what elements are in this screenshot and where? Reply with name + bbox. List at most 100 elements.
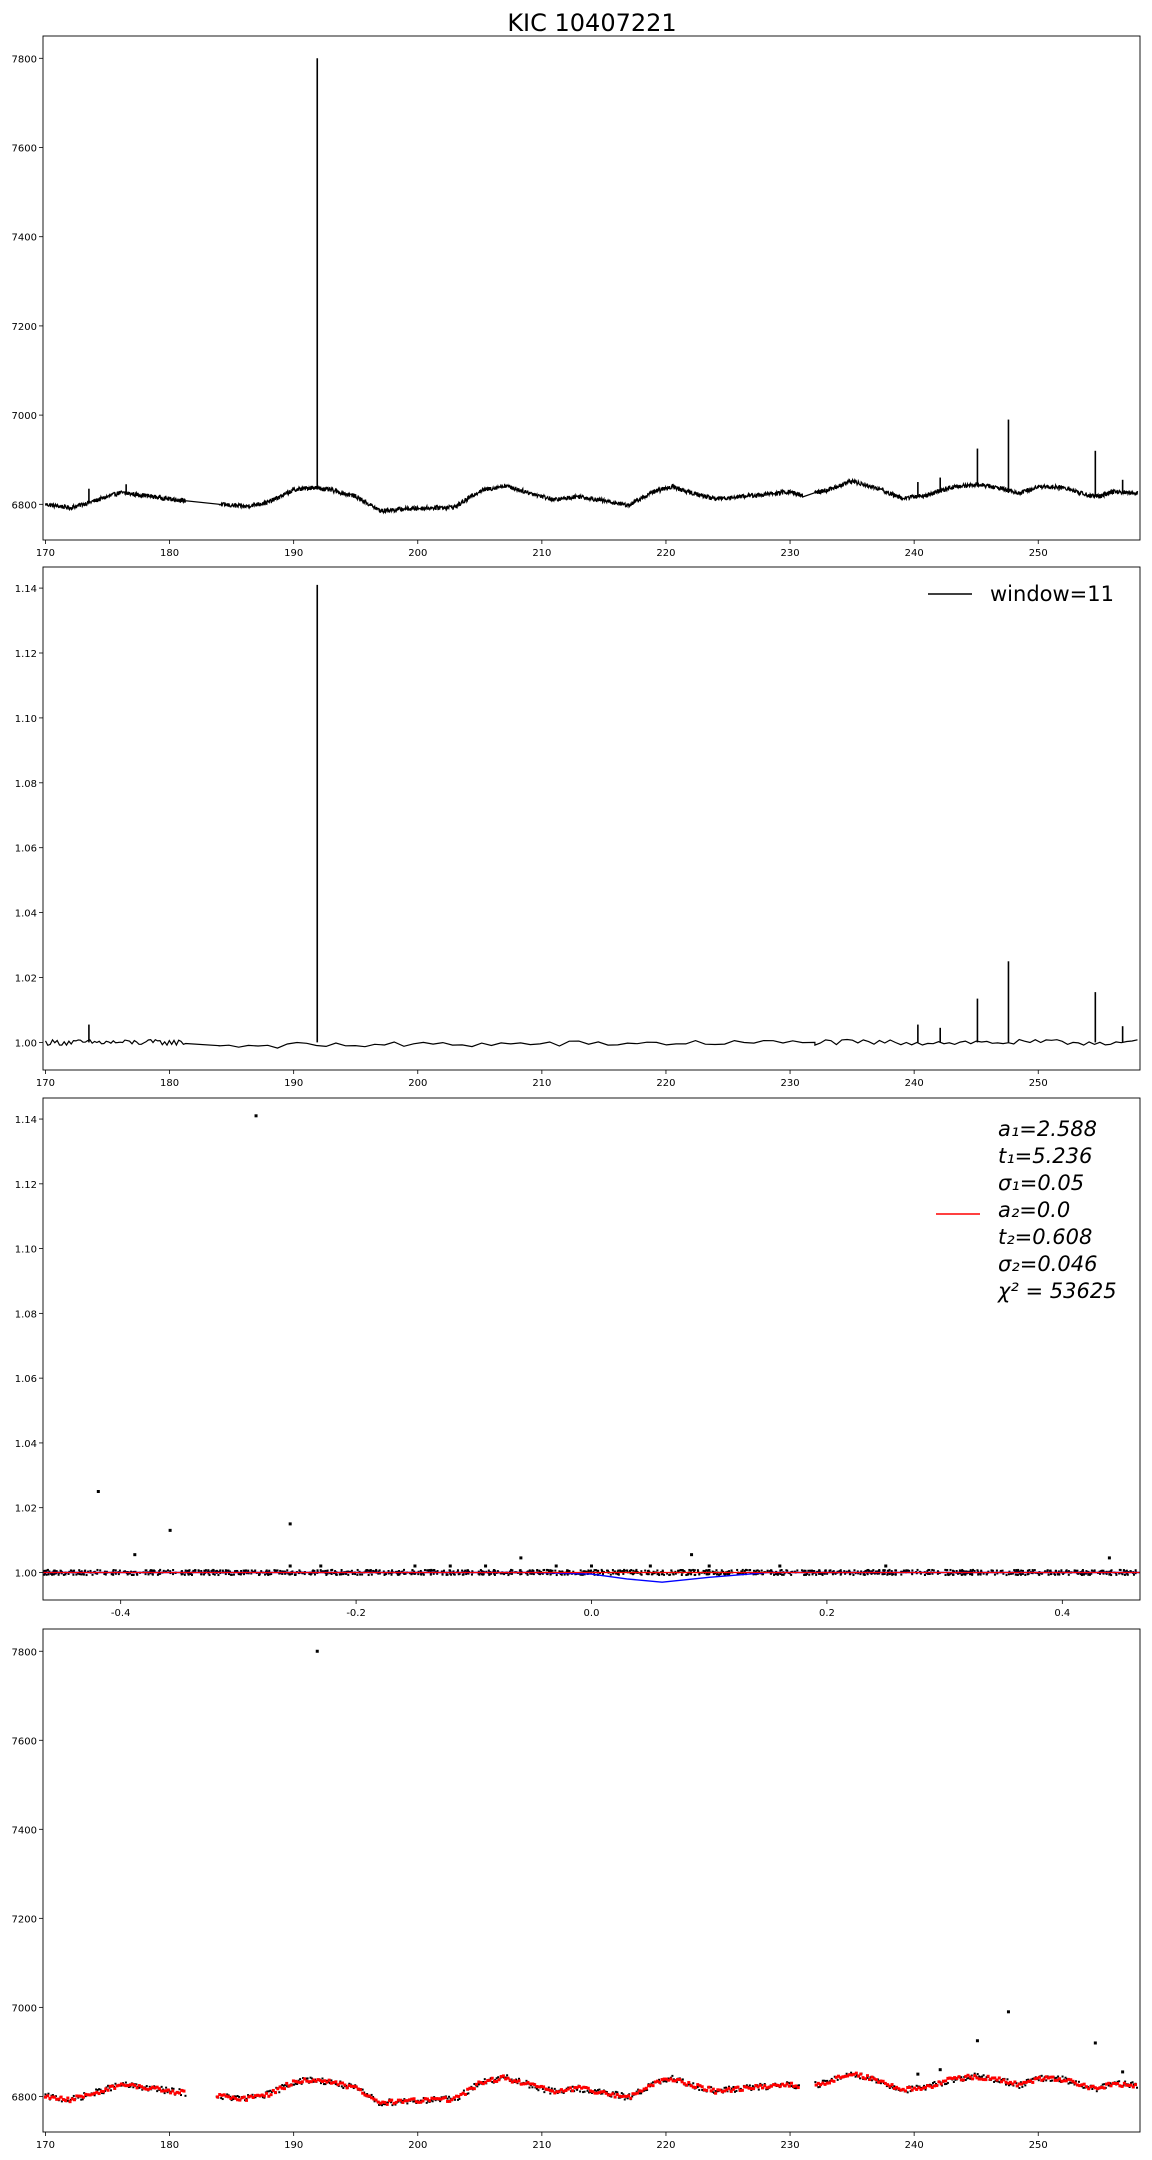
phase-point [278,1572,281,1575]
phase-point [303,1573,306,1576]
phase-point [169,1570,172,1573]
model-point [1096,2087,1100,2091]
model-point [937,2080,941,2084]
phase-point [284,1572,287,1575]
data-point [348,2082,351,2085]
model-point [222,2093,226,2097]
model-point [495,2079,499,2083]
phase-point [1076,1569,1079,1572]
phase-point [247,1569,250,1572]
data-point [171,2087,174,2090]
model-point [702,2088,706,2092]
model-point [850,2073,854,2077]
phase-point [708,1572,711,1575]
phase-point [682,1570,685,1573]
phase-point [977,1573,980,1576]
data-point [334,2083,337,2086]
phase-point [1017,1570,1020,1573]
model-point [434,2097,438,2101]
data-point [1128,2086,1131,2089]
data-point [1045,2079,1048,2082]
data-point [547,2086,550,2089]
phase-point [720,1569,723,1572]
data-point [765,2088,768,2091]
phase-point [417,1570,420,1573]
data-point [598,2088,601,2091]
model-point [758,2083,762,2087]
model-point [305,2079,309,2083]
phase-point [693,1570,696,1573]
phase-point [672,1573,675,1576]
phase-point [390,1570,393,1573]
data-point [823,2079,826,2082]
model-point [428,2099,432,2103]
model-point [61,2098,65,2102]
model-point [419,2100,423,2104]
data-point [1007,2084,1010,2087]
model-point [865,2074,869,2078]
model-point [1091,2084,1095,2088]
model-point [1042,2077,1046,2081]
phase-point [1093,1569,1096,1572]
data-point [1021,2085,1024,2088]
model-point [740,2088,744,2092]
phase-point [87,1570,90,1573]
phase-point [492,1569,495,1572]
phase-point [490,1572,493,1575]
phase-point [1047,1573,1050,1576]
phase-point [965,1572,968,1575]
phase-point [387,1572,390,1575]
y-tick-label: 7600 [12,144,37,155]
phase-point [481,1573,484,1576]
phase-point [384,1572,387,1575]
phase-point [114,1569,117,1572]
data-point [403,2098,406,2101]
phase-point [243,1570,246,1573]
phase-point [900,1573,903,1576]
phase-point [286,1569,289,1572]
phase-point [1014,1570,1017,1573]
model-point [915,2087,919,2091]
y-tick-label: 1.08 [15,779,37,790]
model-point [354,2085,358,2089]
phase-point [606,1569,609,1572]
phase-point [546,1573,549,1576]
phase-point [916,1568,919,1571]
outlier-point [254,1114,258,1118]
phase-point [532,1569,535,1572]
phase-point [417,1573,420,1576]
phase-point [225,1569,228,1572]
phase-point [172,1573,175,1576]
outlier-point [1006,2010,1010,2014]
plot-area [43,1629,1140,2132]
phase-point [647,1569,650,1572]
model-point [117,2083,121,2087]
data-point [786,2081,789,2084]
phase-point [783,1572,786,1575]
x-tick-label: 230 [781,548,800,559]
x-tick-label: -0.2 [346,1608,366,1619]
phase-point [1118,1572,1121,1575]
phase-point [134,1570,137,1573]
phase-point [326,1572,329,1575]
phase-point [159,1572,162,1575]
model-point [950,2077,954,2081]
phase-point [951,1569,954,1572]
data-point [145,2085,148,2088]
model-point [629,2096,633,2100]
data-layer [44,584,1138,1049]
phase-point [366,1569,369,1572]
model-point [763,2084,767,2088]
phase-point [374,1570,377,1573]
phase-point [966,1570,969,1573]
phase-point [511,1569,514,1572]
phase-point [545,1568,548,1571]
y-tick-label: 7400 [12,233,37,244]
phase-point [944,1568,947,1571]
model-point [376,2100,380,2104]
model-point [903,2089,907,2093]
model-point [743,2085,747,2089]
model-point [613,2095,617,2099]
phase-point [151,1573,154,1576]
phase-point [258,1573,261,1576]
